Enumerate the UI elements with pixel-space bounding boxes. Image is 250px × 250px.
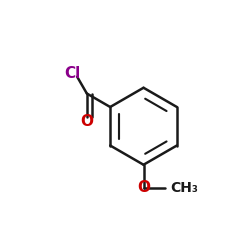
Text: Cl: Cl [64,66,80,82]
Text: CH₃: CH₃ [170,181,198,195]
Text: O: O [137,180,150,195]
Text: O: O [80,114,93,129]
